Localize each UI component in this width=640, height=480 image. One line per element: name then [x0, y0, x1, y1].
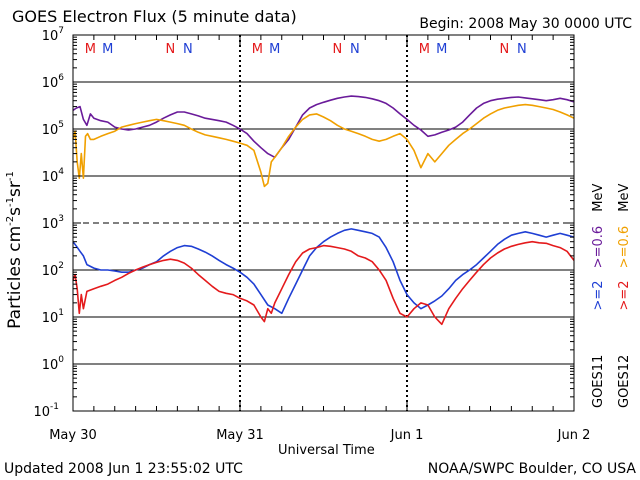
- x-tick-label: Jun 2: [557, 428, 591, 443]
- legend-goes12-2mev: >=2: [617, 280, 632, 310]
- mn-marker-n: N: [517, 42, 527, 57]
- series-line-2: [72, 228, 575, 315]
- x-tick-label: Jun 1: [390, 428, 424, 443]
- legend-goes12: GOES12 >=2 >=0.6 MeV: [617, 184, 632, 408]
- legend-goes12-unit: MeV: [617, 184, 632, 212]
- x-axis-label: Universal Time: [278, 443, 375, 458]
- mn-marker-m: M: [252, 42, 263, 57]
- mn-marker-n: N: [500, 42, 510, 57]
- credit-label: NOAA/SWPC Boulder, CO USA: [427, 461, 636, 477]
- legend-goes11-06mev: >=0.6: [591, 226, 606, 268]
- mn-marker-m: M: [269, 42, 280, 57]
- y-tick-label: 102: [42, 261, 64, 279]
- legend-goes12-label: GOES12: [617, 355, 632, 408]
- series-line-3: [72, 240, 575, 326]
- begin-date-label: Begin: 2008 May 30 0000 UTC: [419, 16, 632, 32]
- y-tick-label: 10-1: [33, 402, 59, 420]
- y-tick-label: 101: [42, 308, 64, 326]
- mn-marker-n: N: [333, 42, 343, 57]
- legend-goes12-06mev: >=0.6: [617, 226, 632, 268]
- legend-goes11-2mev: >=2: [591, 280, 606, 310]
- y-tick-label: 106: [42, 73, 65, 91]
- mn-marker-n: N: [166, 42, 176, 57]
- x-tick-labels: May 30 May 31 Jun 1 Jun 2: [49, 35, 590, 443]
- mn-marker-m: M: [85, 42, 96, 57]
- y-tick-label: 105: [42, 120, 64, 138]
- series-group: [72, 95, 575, 326]
- mn-marker-n: N: [350, 42, 360, 57]
- y-tick-label: 103: [42, 214, 64, 232]
- chart-title: GOES Electron Flux (5 minute data): [12, 7, 297, 26]
- mn-marker-m: M: [436, 42, 447, 57]
- series-line-1: [72, 103, 575, 188]
- updated-timestamp: Updated 2008 Jun 1 23:55:02 UTC: [4, 461, 243, 477]
- legend-goes11-unit: MeV: [591, 184, 606, 212]
- y-tick-label: 100: [42, 355, 65, 373]
- y-tick-label: 107: [42, 26, 64, 44]
- series-line-0: [72, 95, 575, 159]
- mn-marker-m: M: [419, 42, 430, 57]
- chart-legend: GOES11 >=2 >=0.6 MeV GOES12 >=2 >=0.6 Me…: [591, 184, 632, 408]
- legend-goes11: GOES11 >=2 >=0.6 MeV: [591, 184, 606, 408]
- y-tick-label: 104: [42, 167, 65, 185]
- y-axis-label: Particles cm-2s-1sr-1: [5, 171, 25, 329]
- y-tick-labels: 107 106 105 104 103 102 101 100 10-1: [33, 26, 574, 420]
- legend-goes11-label: GOES11: [591, 355, 606, 408]
- grid-lines: [73, 35, 574, 411]
- x-tick-label: May 30: [49, 428, 97, 443]
- x-tick-label: May 31: [216, 428, 264, 443]
- mn-marker-n: N: [183, 42, 193, 57]
- mn-marker-m: M: [102, 42, 113, 57]
